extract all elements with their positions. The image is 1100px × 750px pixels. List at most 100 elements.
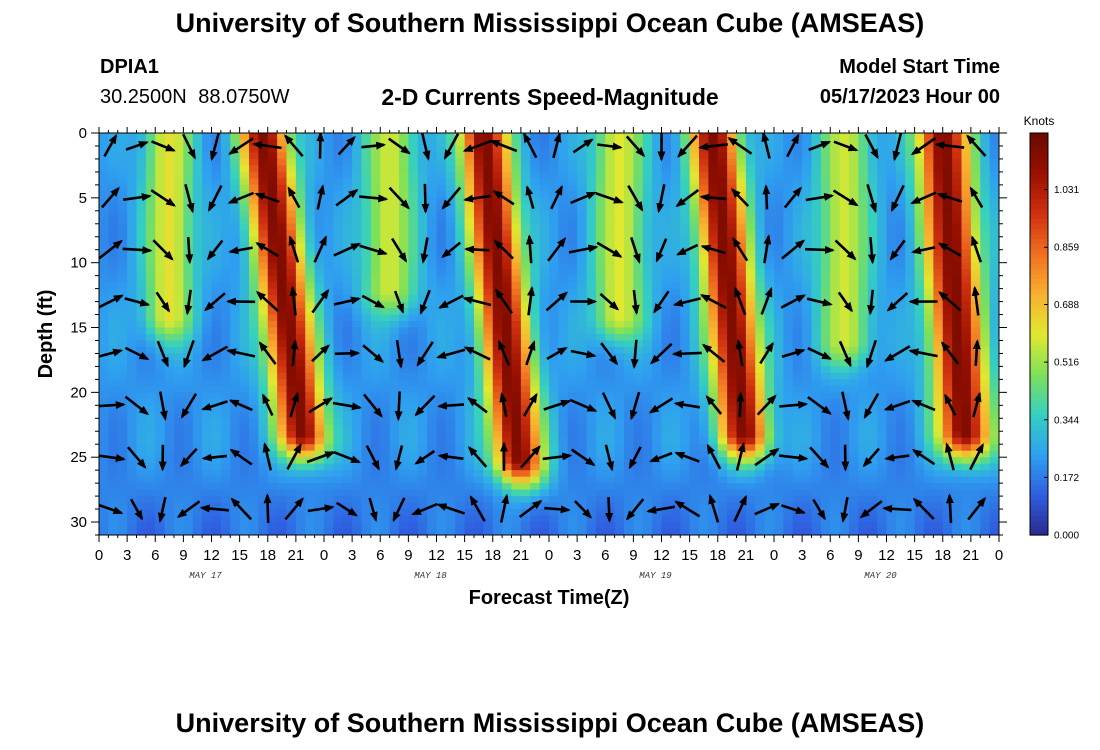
heatmap-cell — [558, 418, 569, 426]
heatmap-cell — [380, 301, 391, 309]
heatmap-cell — [211, 405, 222, 413]
heatmap-cell — [689, 249, 700, 257]
heatmap-cell — [980, 405, 991, 413]
heatmap-cell — [249, 262, 259, 270]
heatmap-cell — [342, 210, 353, 218]
heatmap-cell — [633, 165, 644, 173]
heatmap-cell — [830, 418, 841, 426]
heatmap-cell — [183, 385, 194, 393]
heatmap-cell — [164, 321, 175, 329]
heatmap-cell — [689, 191, 700, 199]
heatmap-cell — [549, 139, 559, 147]
heatmap-cell — [352, 139, 363, 147]
heatmap-cell — [877, 327, 888, 335]
heatmap-cell — [352, 366, 363, 374]
heatmap-cell — [942, 197, 953, 205]
heatmap-cell — [970, 210, 981, 218]
heatmap-cell — [502, 327, 513, 335]
heatmap-cell — [342, 346, 353, 355]
heatmap-cell — [474, 392, 484, 400]
heatmap-cell — [830, 385, 841, 393]
heatmap-cell — [595, 372, 606, 380]
heatmap-cell — [174, 217, 184, 225]
heatmap-cell — [595, 275, 606, 283]
heatmap-cell — [511, 366, 522, 374]
heatmap-cell — [267, 385, 278, 393]
heatmap-cell — [830, 288, 841, 296]
heatmap-cell — [314, 392, 325, 400]
heatmap-cell — [539, 269, 550, 277]
heatmap-cell — [539, 321, 550, 329]
heatmap-cell — [136, 249, 147, 257]
heatmap-cell — [436, 463, 447, 471]
heatmap-cell — [642, 321, 653, 329]
heatmap-cell — [108, 236, 119, 244]
heatmap-cell — [858, 437, 869, 445]
heatmap-cell — [802, 463, 813, 471]
heatmap-cell — [745, 210, 756, 218]
heatmap-cell — [614, 133, 625, 141]
heatmap-cell — [192, 346, 203, 355]
heatmap-cell — [811, 191, 822, 199]
heatmap-cell — [830, 184, 841, 192]
heatmap-cell — [614, 405, 625, 413]
heatmap-cell — [352, 431, 363, 439]
model-start-label: Model Start Time — [839, 56, 1000, 78]
heatmap-cell — [286, 210, 297, 218]
heatmap-cell — [745, 437, 756, 445]
heatmap-cell — [605, 418, 616, 426]
heatmap-cell — [220, 133, 231, 141]
heatmap-cell — [361, 145, 372, 154]
heatmap-cell — [717, 191, 728, 199]
heatmap-cell — [586, 184, 597, 192]
heatmap-cell — [717, 204, 728, 212]
heatmap-cell — [136, 444, 147, 452]
heatmap-cell — [230, 204, 241, 212]
heatmap-cell — [567, 133, 578, 141]
heatmap-cell — [905, 372, 916, 380]
heatmap-cell — [783, 392, 794, 400]
heatmap-cell — [905, 327, 916, 335]
heatmap-cell — [511, 165, 522, 173]
heatmap-cell — [361, 249, 372, 257]
heatmap-cell — [661, 158, 672, 167]
heatmap-cell — [192, 418, 203, 426]
heatmap-cell — [614, 346, 625, 355]
heatmap-cell — [961, 191, 972, 199]
heatmap-cell — [389, 385, 400, 393]
heatmap-cell — [661, 334, 672, 342]
heatmap-cell — [502, 191, 513, 199]
heatmap-cell — [502, 236, 513, 244]
heatmap-cell — [708, 418, 719, 426]
heatmap-cell — [792, 431, 803, 439]
heatmap-cell — [924, 398, 934, 406]
heatmap-cell — [520, 249, 531, 257]
heatmap-cell — [502, 152, 513, 160]
heatmap-cell — [108, 431, 119, 439]
heatmap-cell — [905, 450, 916, 458]
heatmap-cell — [211, 398, 222, 406]
heatmap-cell — [164, 444, 175, 452]
heatmap-cell — [942, 158, 953, 167]
heatmap-cell — [277, 145, 288, 154]
heatmap-cell — [427, 171, 438, 179]
heatmap-cell — [717, 353, 728, 361]
heatmap-cell — [914, 217, 925, 225]
heatmap-cell — [127, 184, 138, 192]
heatmap-cell — [239, 133, 250, 141]
heatmap-cell — [333, 353, 344, 361]
heatmap-cell — [192, 308, 203, 316]
heatmap-cell — [595, 359, 606, 368]
heatmap-cell — [849, 165, 859, 173]
heatmap-cell — [539, 236, 550, 244]
heatmap-cell — [652, 184, 663, 192]
heatmap-cell — [202, 424, 213, 432]
heatmap-cell — [445, 191, 456, 199]
heatmap-cell — [577, 158, 588, 167]
heatmap-cell — [849, 346, 859, 355]
heatmap-cell — [877, 249, 888, 257]
heatmap-cell — [567, 152, 578, 160]
heatmap-cell — [539, 392, 550, 400]
heatmap-cell — [530, 139, 541, 147]
heatmap-cell — [830, 457, 841, 465]
